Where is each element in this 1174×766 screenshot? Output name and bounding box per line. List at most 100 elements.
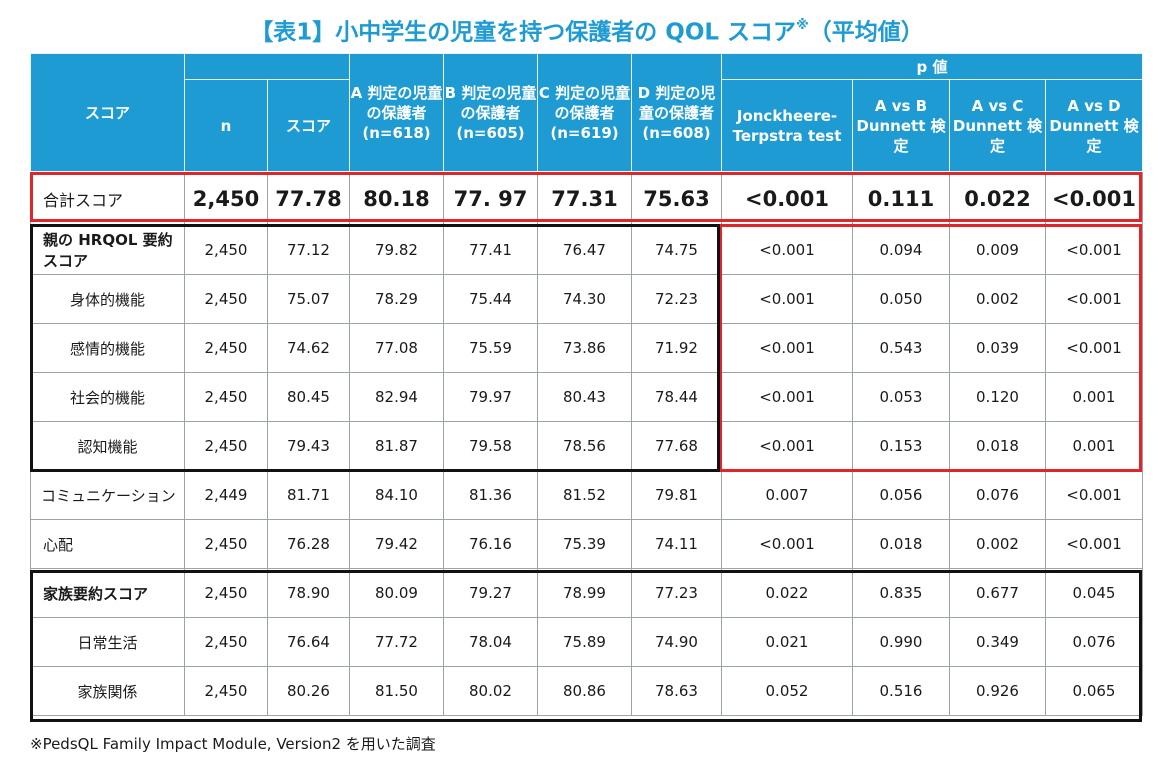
- row-label: 感情的機能: [30, 323, 185, 373]
- cell-a: 79.82: [349, 225, 444, 275]
- cell-d: 71.92: [631, 323, 722, 373]
- cell-ab: 0.543: [852, 323, 950, 373]
- cell-ac: 0.120: [949, 372, 1046, 422]
- header-group-c: C 判定の児童の保護者 (n=619): [537, 53, 632, 172]
- cell-n: 2,450: [184, 519, 268, 569]
- cell-ab: 0.094: [852, 225, 950, 275]
- cell-c: 76.47: [537, 225, 632, 275]
- cell-jt: 0.007: [721, 470, 853, 520]
- cell-ad: <0.001: [1044, 171, 1144, 226]
- cell-a: 79.42: [349, 519, 444, 569]
- cell-ac: 0.039: [949, 323, 1046, 373]
- cell-score: 76.64: [267, 617, 350, 667]
- cell-ac: 0.076: [949, 470, 1046, 520]
- cell-jt: 0.021: [721, 617, 853, 667]
- cell-score: 80.26: [267, 666, 350, 716]
- cell-a: 82.94: [349, 372, 444, 422]
- cell-d: 72.23: [631, 274, 722, 324]
- table-row-physical: 身体的機能 2,450 75.07 78.29 75.44 74.30 72.2…: [30, 274, 1144, 324]
- cell-c: 75.89: [537, 617, 632, 667]
- row-label: 身体的機能: [30, 274, 185, 324]
- header-score-label: スコア: [30, 53, 185, 172]
- cell-d: 77.68: [631, 421, 722, 471]
- table-row-cognitive: 認知機能 2,450 79.43 81.87 79.58 78.56 77.68…: [30, 421, 1144, 471]
- cell-b: 79.97: [443, 372, 538, 422]
- cell-ac: 0.022: [949, 171, 1046, 226]
- cell-ab: 0.153: [852, 421, 950, 471]
- qol-score-table: スコア A 判定の児童の保護者 (n=618) B 判定の児童の保護者 (n=6…: [30, 53, 1144, 716]
- cell-ad: <0.001: [1044, 519, 1144, 569]
- cell-c: 74.30: [537, 274, 632, 324]
- cell-ad: 0.001: [1044, 421, 1144, 471]
- cell-ab: 0.835: [852, 568, 950, 618]
- cell-score: 76.28: [267, 519, 350, 569]
- cell-n: 2,450: [184, 274, 268, 324]
- cell-score: 75.07: [267, 274, 350, 324]
- row-label: 家族関係: [30, 666, 185, 716]
- cell-ac: 0.349: [949, 617, 1046, 667]
- cell-c: 73.86: [537, 323, 632, 373]
- cell-b: 77.41: [443, 225, 538, 275]
- header-a-vs-d: A vs D Dunnett 検定: [1044, 79, 1144, 172]
- cell-c: 80.43: [537, 372, 632, 422]
- cell-a: 81.50: [349, 666, 444, 716]
- cell-jt: 0.022: [721, 568, 853, 618]
- cell-n: 2,450: [184, 666, 268, 716]
- cell-ab: 0.053: [852, 372, 950, 422]
- cell-ac: 0.002: [949, 274, 1046, 324]
- cell-n: 2,450: [184, 225, 268, 275]
- cell-b: 76.16: [443, 519, 538, 569]
- cell-n: 2,450: [184, 372, 268, 422]
- cell-ac: 0.018: [949, 421, 1046, 471]
- table-row-total-score: 合計スコア 2,450 77.78 80.18 77. 97 77.31 75.…: [30, 171, 1144, 226]
- header-a-vs-c: A vs C Dunnett 検定: [949, 79, 1046, 172]
- title-suffix: （平均値）: [808, 19, 924, 46]
- cell-n: 2,450: [184, 617, 268, 667]
- cell-score: 77.78: [267, 171, 350, 226]
- table-row-communication: コミュニケーション 2,449 81.71 84.10 81.36 81.52 …: [30, 470, 1144, 520]
- row-label: 日常生活: [30, 617, 185, 667]
- header-jt: Jonckheere-Terpstra test: [721, 79, 853, 172]
- row-label: 認知機能: [30, 421, 185, 471]
- cell-score: 74.62: [267, 323, 350, 373]
- cell-score: 79.43: [267, 421, 350, 471]
- cell-score: 77.12: [267, 225, 350, 275]
- cell-ac: 0.926: [949, 666, 1046, 716]
- cell-jt: <0.001: [721, 421, 853, 471]
- cell-c: 78.56: [537, 421, 632, 471]
- title-mark: ※: [796, 18, 809, 33]
- row-label: 親の HRQOL 要約スコア: [30, 225, 185, 275]
- title-main: 【表1】小中学生の児童を持つ保護者の QOL スコア: [250, 19, 797, 46]
- cell-n: 2,450: [184, 171, 268, 226]
- cell-ab: 0.111: [852, 171, 950, 226]
- cell-jt: <0.001: [721, 372, 853, 422]
- row-label: 社会的機能: [30, 372, 185, 422]
- cell-n: 2,450: [184, 323, 268, 373]
- table-title: 【表1】小中学生の児童を持つ保護者の QOL スコア※（平均値）: [0, 8, 1174, 48]
- table-row-emotional: 感情的機能 2,450 74.62 77.08 75.59 73.86 71.9…: [30, 323, 1144, 373]
- row-label: 合計スコア: [30, 171, 185, 226]
- footnote: ※PedsQL Family Impact Module, Version2 を…: [30, 735, 436, 753]
- cell-ad: <0.001: [1044, 323, 1144, 373]
- cell-ad: <0.001: [1044, 470, 1144, 520]
- cell-ab: 0.050: [852, 274, 950, 324]
- cell-d: 74.90: [631, 617, 722, 667]
- header-blank: [184, 53, 350, 80]
- cell-c: 75.39: [537, 519, 632, 569]
- cell-score: 78.90: [267, 568, 350, 618]
- cell-ac: 0.009: [949, 225, 1046, 275]
- cell-c: 77.31: [537, 171, 632, 226]
- table-row-daily-life: 日常生活 2,450 76.64 77.72 78.04 75.89 74.90…: [30, 617, 1144, 667]
- cell-score: 81.71: [267, 470, 350, 520]
- cell-ad: 0.076: [1044, 617, 1144, 667]
- cell-a: 77.72: [349, 617, 444, 667]
- cell-d: 78.44: [631, 372, 722, 422]
- cell-b: 79.58: [443, 421, 538, 471]
- cell-d: 75.63: [631, 171, 722, 226]
- cell-score: 80.45: [267, 372, 350, 422]
- table-row-family-relations: 家族関係 2,450 80.26 81.50 80.02 80.86 78.63…: [30, 666, 1144, 716]
- cell-d: 74.75: [631, 225, 722, 275]
- cell-a: 77.08: [349, 323, 444, 373]
- cell-a: 84.10: [349, 470, 444, 520]
- header-group-d: D 判定の児童の保護者 (n=608): [631, 53, 722, 172]
